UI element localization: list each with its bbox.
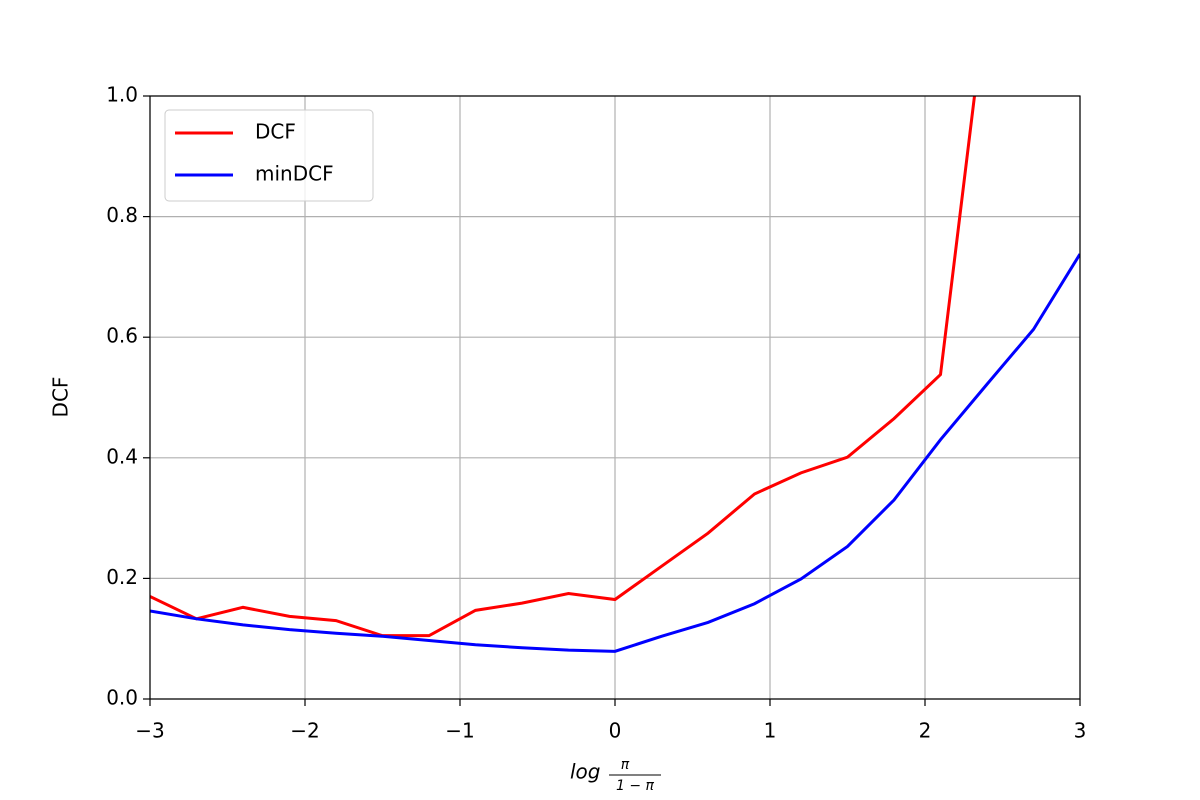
x-axis-label: log π 1 − π [570, 757, 661, 794]
line-series [150, 96, 977, 638]
x-tick-label: 1 [764, 719, 777, 743]
x-label-numerator: π [621, 757, 630, 773]
legend: DCF minDCF [164, 109, 374, 202]
legend-label: DCF [255, 120, 296, 144]
x-tick-label: −1 [445, 719, 474, 743]
x-tick-label: 0 [609, 719, 622, 743]
x-label-base: log [570, 760, 601, 784]
x-tick-label: −2 [290, 719, 319, 743]
line-series [150, 253, 1080, 653]
y-tick-label: 0.8 [106, 203, 138, 227]
x-tick-label: −3 [135, 719, 164, 743]
y-tick-label: 0.2 [106, 565, 138, 589]
y-tick-label: 0.4 [106, 444, 138, 468]
x-label-denominator: 1 − π [616, 778, 655, 794]
legend-label: minDCF [255, 162, 334, 186]
x-tick-label: 3 [1074, 719, 1087, 743]
y-tick-label: 1.0 [106, 83, 138, 107]
y-tick-label: 0.0 [106, 686, 138, 710]
y-tick-label: 0.6 [106, 324, 138, 348]
x-tick-label: 2 [919, 719, 932, 743]
y-axis-label: DCF [49, 377, 73, 418]
